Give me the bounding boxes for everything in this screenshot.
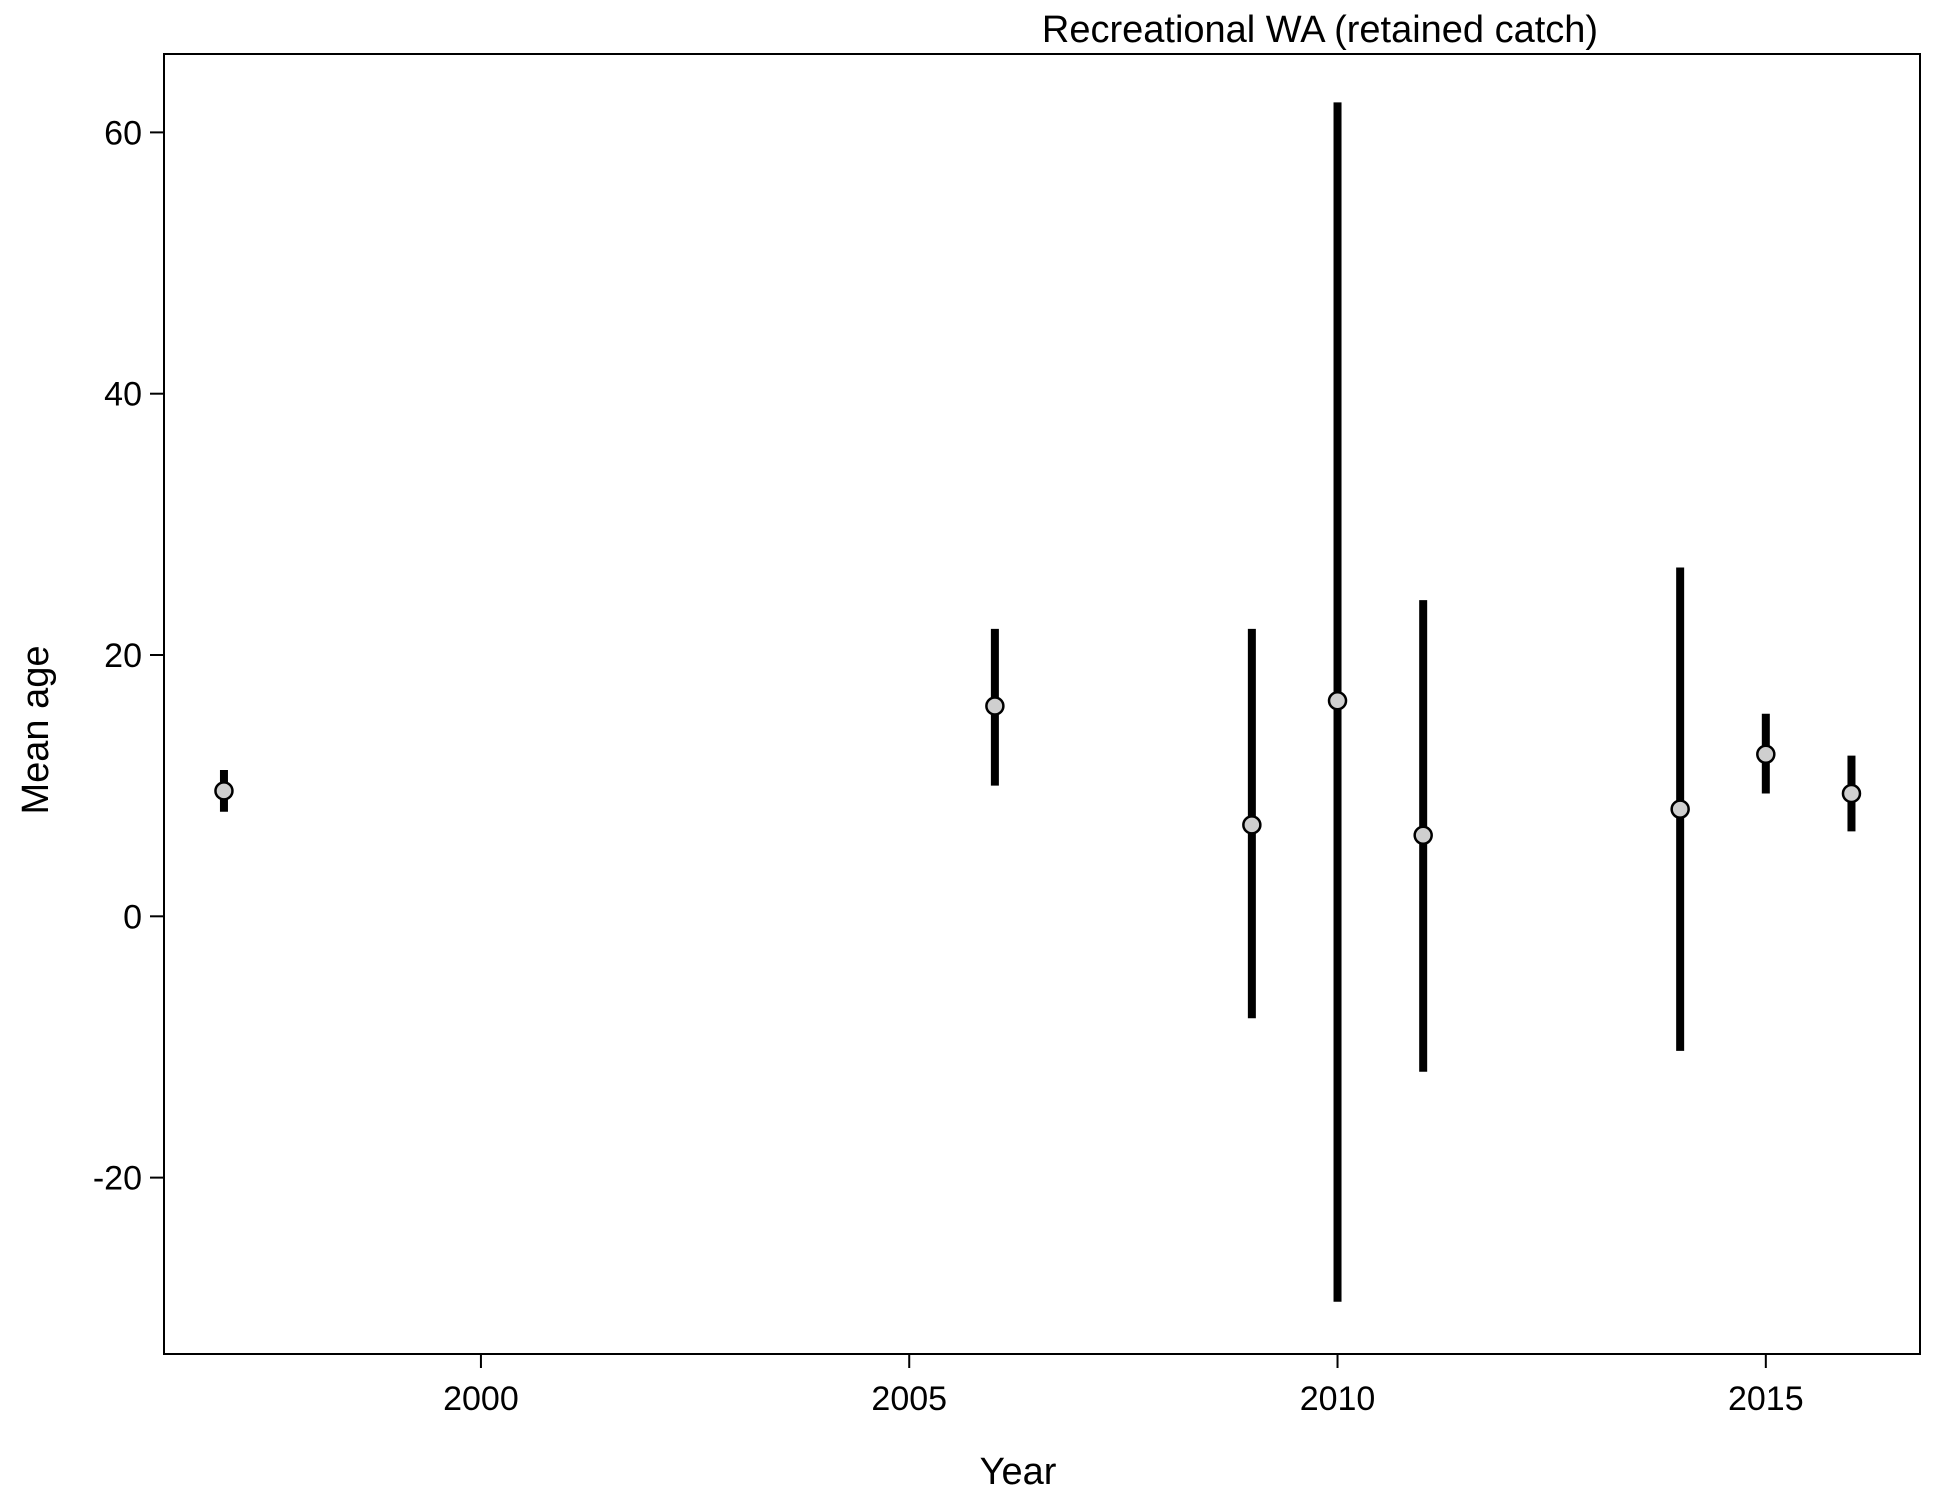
y-tick-label: 40 <box>104 376 142 414</box>
data-point <box>985 696 1005 716</box>
data-point <box>1841 783 1862 804</box>
y-tick-label: -20 <box>93 1160 142 1198</box>
x-axis: 2000 2005 2010 2015 <box>443 1354 1804 1418</box>
data-series <box>214 102 1862 1302</box>
y-axis-label: Mean age <box>15 645 57 814</box>
chart-title: Recreational WA (retained catch) <box>1042 9 1598 51</box>
y-tick-label: 0 <box>123 898 142 936</box>
data-point <box>1242 815 1262 835</box>
data-point <box>1327 690 1348 711</box>
data-point <box>1670 799 1690 819</box>
y-tick-label: 20 <box>104 637 142 675</box>
x-axis-label: Year <box>980 1451 1057 1493</box>
x-tick-label: 2015 <box>1728 1380 1804 1418</box>
x-tick-label: 2000 <box>443 1380 519 1418</box>
data-point <box>214 781 234 801</box>
x-tick-label: 2005 <box>871 1380 947 1418</box>
data-point <box>1413 825 1433 846</box>
x-tick-label: 2010 <box>1300 1380 1376 1418</box>
plot-frame <box>163 53 1921 1355</box>
y-tick-label: 60 <box>104 114 142 152</box>
y-axis: -20 0 20 40 60 <box>93 114 164 1198</box>
data-point <box>1756 744 1776 765</box>
